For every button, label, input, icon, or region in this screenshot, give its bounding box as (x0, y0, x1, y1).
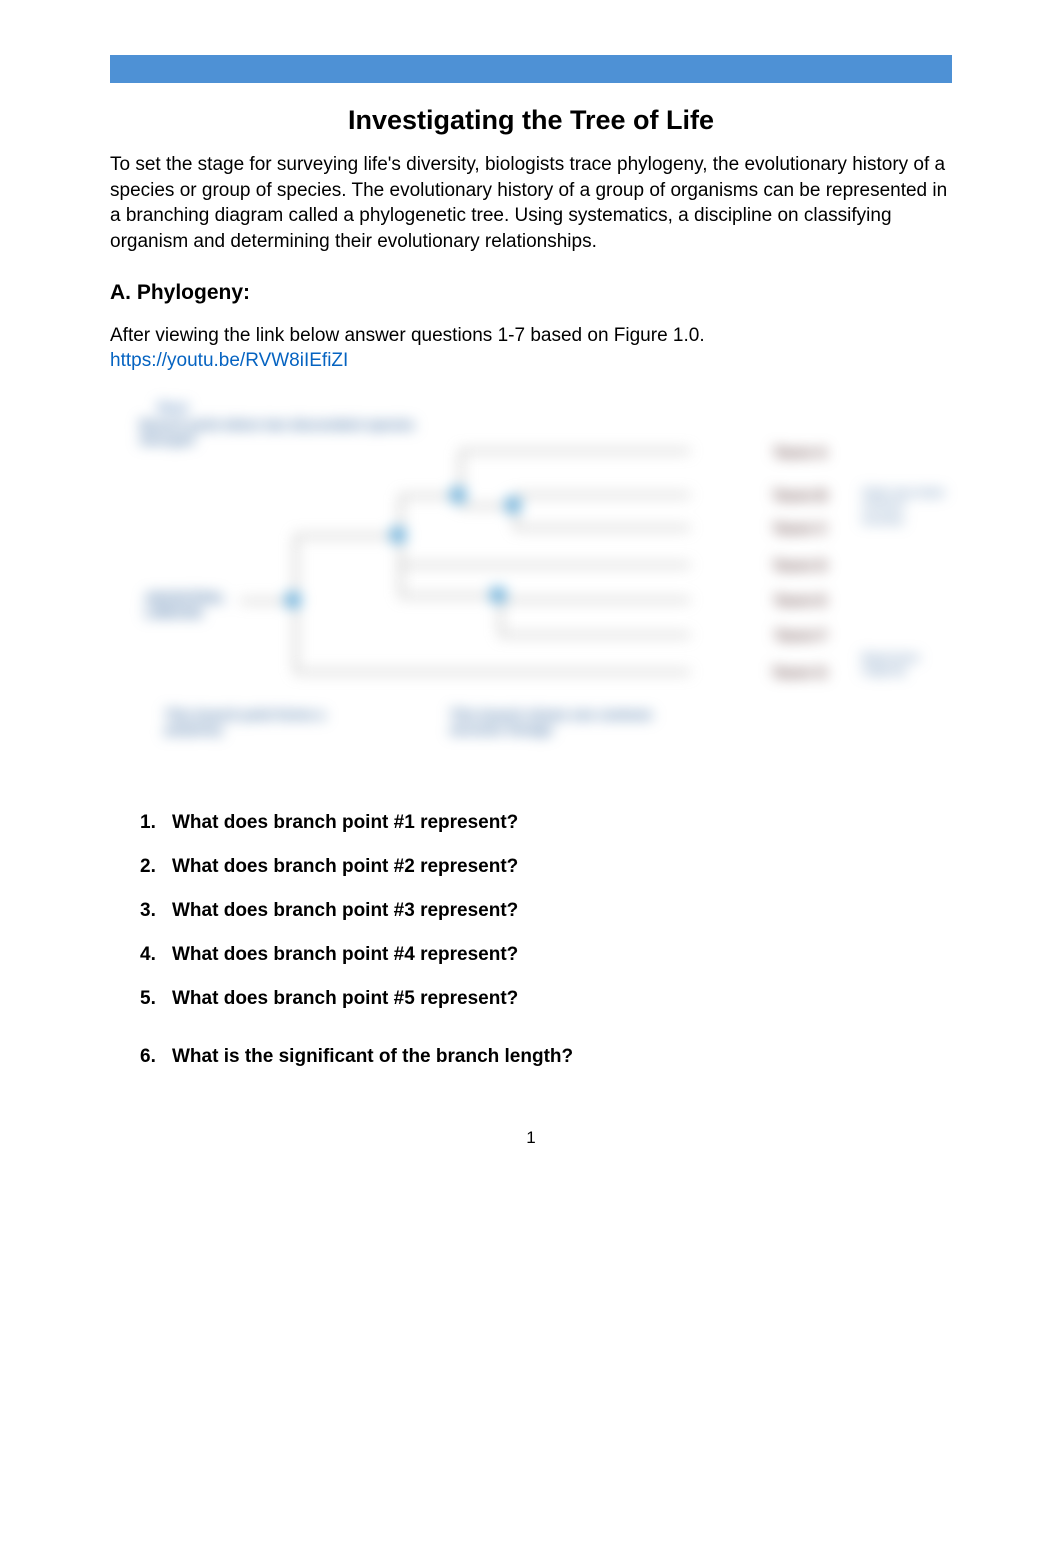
branch-node (390, 527, 406, 543)
taxon-label: Taxon D (773, 557, 827, 573)
taxon-label: Taxon F (774, 627, 827, 643)
branch-node (505, 497, 521, 513)
taxon-label: Taxon G (772, 664, 827, 680)
header-banner (110, 55, 952, 83)
diagram-root-label: Root (158, 400, 188, 415)
question-5: 5. What does branch point #5 represent? (140, 988, 952, 1010)
question-6: 6. What is the significant of the branch… (140, 1046, 952, 1068)
taxon-label: Taxon E (774, 592, 827, 608)
branch-line (400, 564, 690, 566)
taxon-label: Taxon A (773, 444, 827, 460)
question-number: 1. (140, 812, 172, 834)
question-number: 4. (140, 944, 172, 966)
intro-paragraph: To set the stage for surveying life's di… (110, 152, 952, 255)
question-1: 1. What does branch point #1 represent? (140, 812, 952, 834)
branch-line (500, 634, 690, 636)
branch-node (285, 592, 301, 608)
branch-node (450, 487, 466, 503)
instruction-text: After viewing the link below answer ques… (110, 323, 952, 349)
diagram-annotation: Sister taxa share common ancestry (862, 487, 947, 527)
section-a-heading: A. Phylogeny: (110, 281, 952, 305)
diagram-annotation: Basal taxon outgroup (862, 652, 947, 678)
question-text: What does branch point #5 represent? (172, 988, 518, 1010)
question-number: 3. (140, 900, 172, 922)
question-text: What does branch point #4 represent? (172, 944, 518, 966)
question-number: 2. (140, 856, 172, 878)
youtube-link[interactable]: https://youtu.be/RVW8iIEfiZI (110, 350, 952, 372)
questions-list: 1. What does branch point #1 represent? … (110, 812, 952, 1068)
diagram-left-label: ANCESTRAL LINEAGE (145, 590, 265, 620)
question-number: 6. (140, 1046, 172, 1068)
question-text: What is the significant of the branch le… (172, 1046, 573, 1068)
question-text: What does branch point #3 represent? (172, 900, 518, 922)
page-number: 1 (110, 1128, 952, 1148)
branch-line (515, 494, 690, 496)
taxon-label: Taxon B (773, 487, 827, 503)
diagram-bottom-label: This branch shows one common ancestor li… (450, 707, 700, 737)
branch-line (515, 527, 690, 529)
question-number: 5. (140, 988, 172, 1010)
diagram-top-label: Branch point where two descendent specie… (140, 417, 420, 447)
question-2: 2. What does branch point #2 represent? (140, 856, 952, 878)
branch-line (295, 535, 400, 537)
branch-line (500, 599, 690, 601)
question-text: What does branch point #2 represent? (172, 856, 518, 878)
question-3: 3. What does branch point #3 represent? (140, 900, 952, 922)
branch-line (400, 495, 402, 597)
diagram-bottom-label: This branch point forms a polytomy (165, 707, 345, 737)
taxon-label: Taxon C (773, 520, 827, 536)
page-title: Investigating the Tree of Life (110, 105, 952, 136)
branch-line (460, 450, 690, 452)
branch-line (295, 671, 690, 673)
question-text: What does branch point #1 represent? (172, 812, 518, 834)
phylogeny-diagram: Root Branch point where two descendent s… (110, 392, 952, 762)
question-4: 4. What does branch point #4 represent? (140, 944, 952, 966)
branch-line (400, 595, 500, 597)
